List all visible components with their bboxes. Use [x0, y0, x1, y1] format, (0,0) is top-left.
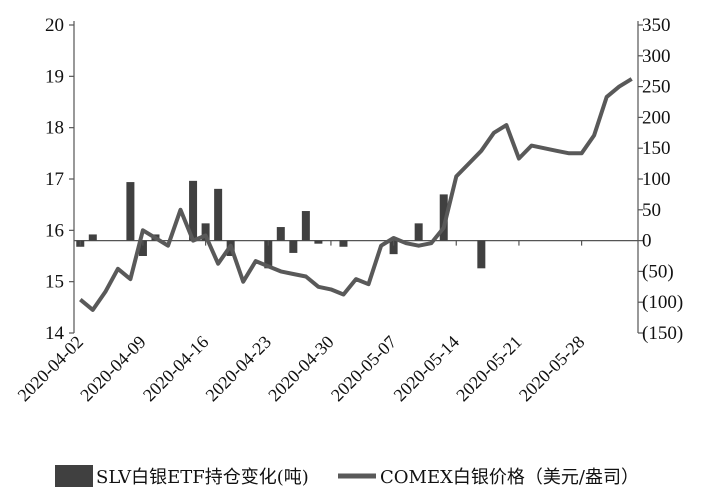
legend-bar-swatch	[55, 465, 93, 487]
left-axis-tick-label: 20	[45, 15, 64, 36]
x-axis-ticks: 2020-04-022020-04-092020-04-162020-04-23…	[14, 240, 589, 406]
bar	[477, 240, 486, 269]
right-axis-tick-label: 350	[642, 15, 671, 36]
right-axis-tick-label: (100)	[642, 292, 683, 313]
bar	[201, 223, 210, 241]
x-axis-tick-label: 2020-04-16	[139, 332, 213, 406]
right-axis-tick-label: (150)	[642, 323, 683, 344]
left-axis-tick-label: 14	[45, 323, 65, 344]
x-axis-tick-label: 2020-04-30	[264, 332, 338, 406]
legend-line-label: COMEX白银价格（美元/盎司）	[380, 467, 639, 488]
legend: SLV白银ETF持仓变化(吨) COMEX白银价格（美元/盎司）	[55, 465, 639, 488]
left-axis-tick-label: 16	[45, 220, 64, 241]
bar	[214, 188, 223, 241]
x-axis-tick-label: 2020-05-21	[452, 332, 526, 406]
bar	[264, 240, 273, 269]
x-axis-tick-label: 2020-04-09	[76, 332, 150, 406]
x-axis-tick-label: 2020-05-07	[327, 332, 401, 406]
right-axis-tick-label: 50	[642, 200, 661, 221]
bar	[301, 211, 310, 241]
right-axis-tick-label: 100	[642, 169, 671, 190]
bar	[389, 240, 398, 255]
right-axis-tick-label: 0	[642, 231, 652, 252]
axes: 14 15 16 17 18 19 20 (150) (100) (50) 0 50 100 150 200…	[45, 15, 683, 344]
bar	[138, 240, 147, 256]
left-axis-tick-label: 18	[45, 118, 64, 139]
right-axis-tick-label: 200	[642, 107, 671, 128]
legend-bar-label: SLV白银ETF持仓变化(吨)	[96, 467, 309, 488]
x-axis-tick-label: 2020-05-28	[515, 332, 589, 406]
bar	[189, 180, 198, 241]
line-series	[79, 77, 633, 312]
bar-series	[76, 180, 486, 269]
bar	[414, 223, 423, 241]
left-axis-tick-label: 15	[45, 272, 64, 293]
left-axis-tick-label: 19	[45, 66, 64, 87]
price-line	[79, 77, 633, 312]
right-axis-tick-label: (50)	[642, 261, 674, 282]
bar	[126, 182, 135, 241]
bar	[439, 194, 448, 241]
right-axis-tick-label: 300	[642, 46, 671, 67]
left-axis-tick-label: 17	[45, 169, 64, 190]
bar	[88, 234, 97, 241]
bar	[289, 240, 298, 253]
x-axis-tick-label: 2020-05-14	[390, 332, 464, 406]
bar	[339, 240, 348, 247]
right-axis-tick-label: 250	[642, 77, 671, 98]
bar	[276, 227, 285, 241]
right-axis-tick-label: 150	[642, 138, 671, 159]
x-axis-tick-label: 2020-04-23	[202, 332, 276, 406]
bar	[314, 240, 323, 244]
